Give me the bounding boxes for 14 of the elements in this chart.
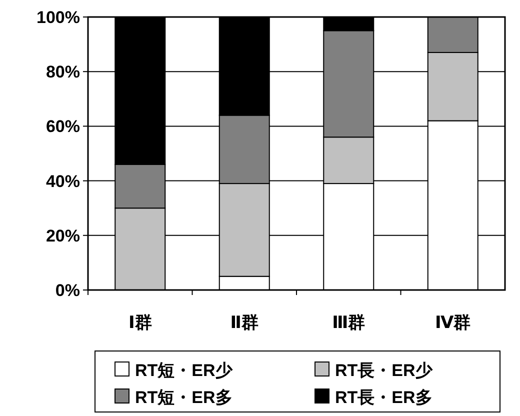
- legend-label: RT短・ER少: [135, 361, 234, 380]
- y-tick-label: 0%: [55, 281, 80, 300]
- x-tick-label: Ⅱ群: [230, 313, 258, 332]
- legend-label: RT短・ER多: [135, 388, 232, 407]
- y-tick-label: 20%: [46, 226, 80, 246]
- legend-label: RT長・ER少: [335, 361, 434, 380]
- y-tick-label: 80%: [46, 62, 80, 82]
- y-tick-label: 60%: [46, 117, 80, 136]
- y-tick-label: 40%: [46, 172, 80, 191]
- x-tick-label: Ⅲ群: [332, 313, 366, 332]
- legend-label: RT長・ER多: [335, 388, 432, 407]
- x-tick-label: Ⅰ群: [128, 313, 152, 332]
- y-tick-label: 100%: [36, 8, 80, 27]
- x-tick-label: Ⅳ群: [435, 313, 471, 332]
